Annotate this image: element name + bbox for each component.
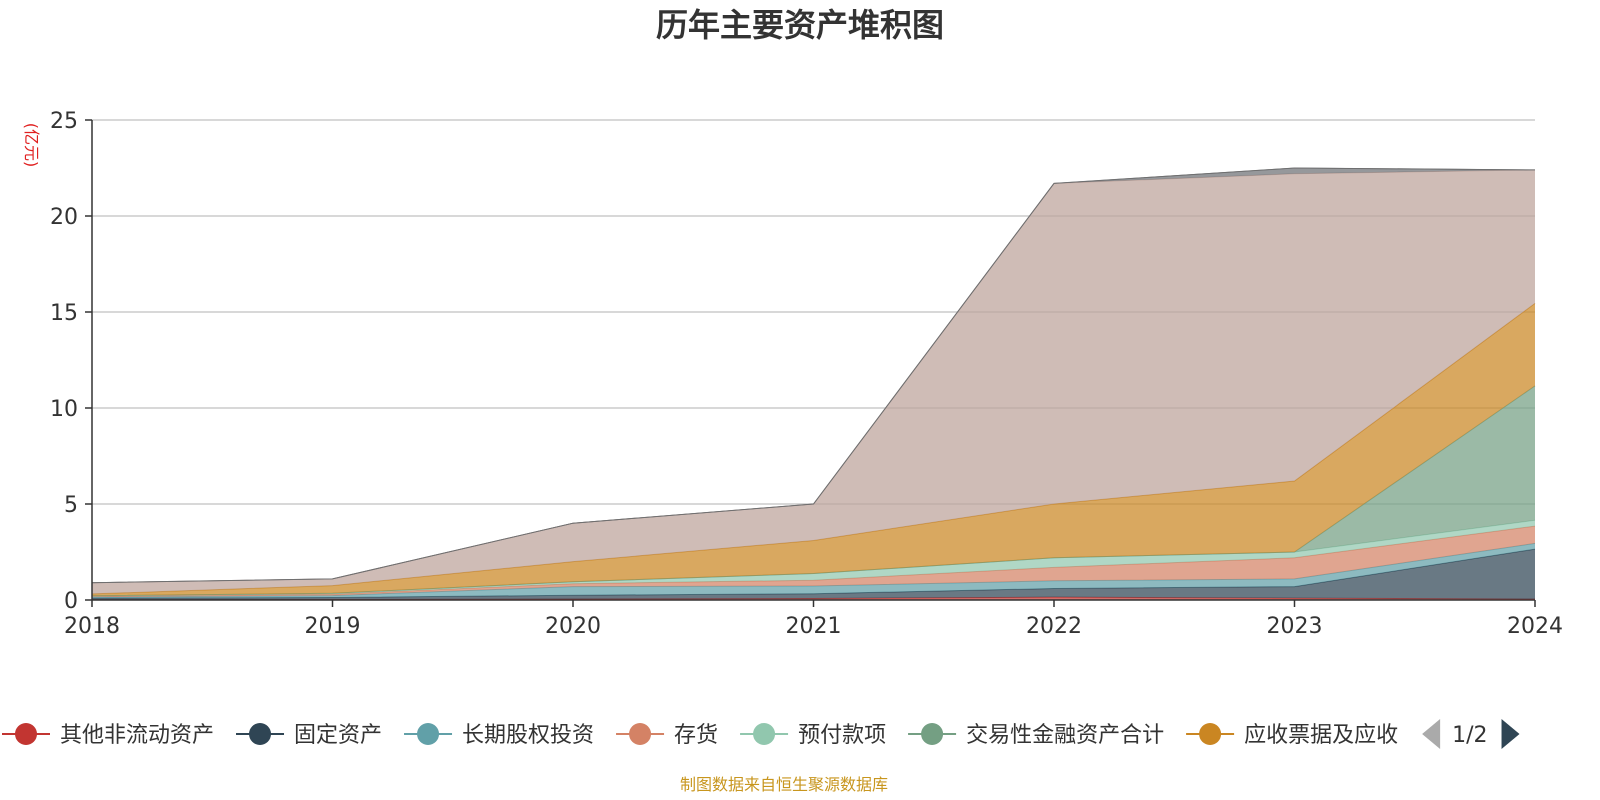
legend: 其他非流动资产 固定资产 长期股权投资 存货 预付款项 交易性金融资产合计 应收票据及应收 <box>2 723 1398 748</box>
legend-next-page-icon[interactable] <box>1501 719 1520 749</box>
legend-prev-page-icon[interactable] <box>1422 719 1441 749</box>
legend-label: 应收票据及应收 <box>1244 723 1398 748</box>
legend-item[interactable]: 预付款项 <box>740 723 886 748</box>
x-tick-label: 2023 <box>1267 614 1323 639</box>
y-tick-label: 10 <box>50 397 78 422</box>
legend-circle-marker <box>753 723 776 745</box>
x-tick-label: 2022 <box>1026 614 1082 639</box>
area-series <box>91 167 1536 601</box>
legend-circle-marker <box>15 723 37 745</box>
legend-item[interactable]: 固定资产 <box>236 723 382 748</box>
legend-label: 长期股权投资 <box>462 723 594 748</box>
legend-item[interactable]: 交易性金融资产合计 <box>908 723 1164 748</box>
legend-label: 预付款项 <box>798 723 886 748</box>
legend-label: 存货 <box>674 723 718 748</box>
series-area <box>92 169 1535 594</box>
series-area <box>92 549 1535 600</box>
legend-label: 固定资产 <box>294 723 382 748</box>
y-tick-label: 15 <box>50 301 78 326</box>
series-area <box>92 520 1535 597</box>
y-tick-label: 0 <box>64 589 78 614</box>
series-area <box>92 543 1535 599</box>
y-axis-unit: (亿元) <box>22 123 41 168</box>
legend-item[interactable]: 应收票据及应收 <box>1186 723 1398 748</box>
legend-circle-marker <box>417 723 440 745</box>
legend-label: 交易性金融资产合计 <box>966 723 1164 748</box>
x-tick-label: 2019 <box>305 614 361 639</box>
y-tick-label: 25 <box>50 109 78 134</box>
legend-item[interactable]: 其他非流动资产 <box>2 723 214 748</box>
chart-title: 历年主要资产堆积图 <box>656 6 944 44</box>
legend-circle-marker <box>629 723 652 745</box>
axes: 0 5 10 15 20 25 2018 2019 2020 2021 2022 2023 2024 <box>50 109 1563 639</box>
y-tick-label: 20 <box>50 205 78 230</box>
x-tick-label: 2021 <box>786 614 842 639</box>
x-tick-label: 2020 <box>545 614 601 639</box>
legend-page-indicator: 1/2 <box>1452 723 1487 748</box>
y-tick-label: 5 <box>64 493 78 518</box>
series-area <box>92 526 1535 598</box>
legend-pager: 1/2 <box>1422 719 1520 749</box>
x-tick-label: 2018 <box>64 614 120 639</box>
legend-circle-marker <box>1199 723 1222 745</box>
stack-top-line <box>91 167 1536 584</box>
legend-item[interactable]: 存货 <box>616 723 718 748</box>
series-area <box>92 303 1535 596</box>
legend-item[interactable]: 长期股权投资 <box>404 723 594 748</box>
legend-circle-marker <box>249 723 272 745</box>
source-note: 制图数据来自恒生聚源数据库 <box>680 775 888 794</box>
x-tick-label: 2024 <box>1507 614 1563 639</box>
legend-circle-marker <box>921 723 944 745</box>
legend-label: 其他非流动资产 <box>60 723 214 748</box>
